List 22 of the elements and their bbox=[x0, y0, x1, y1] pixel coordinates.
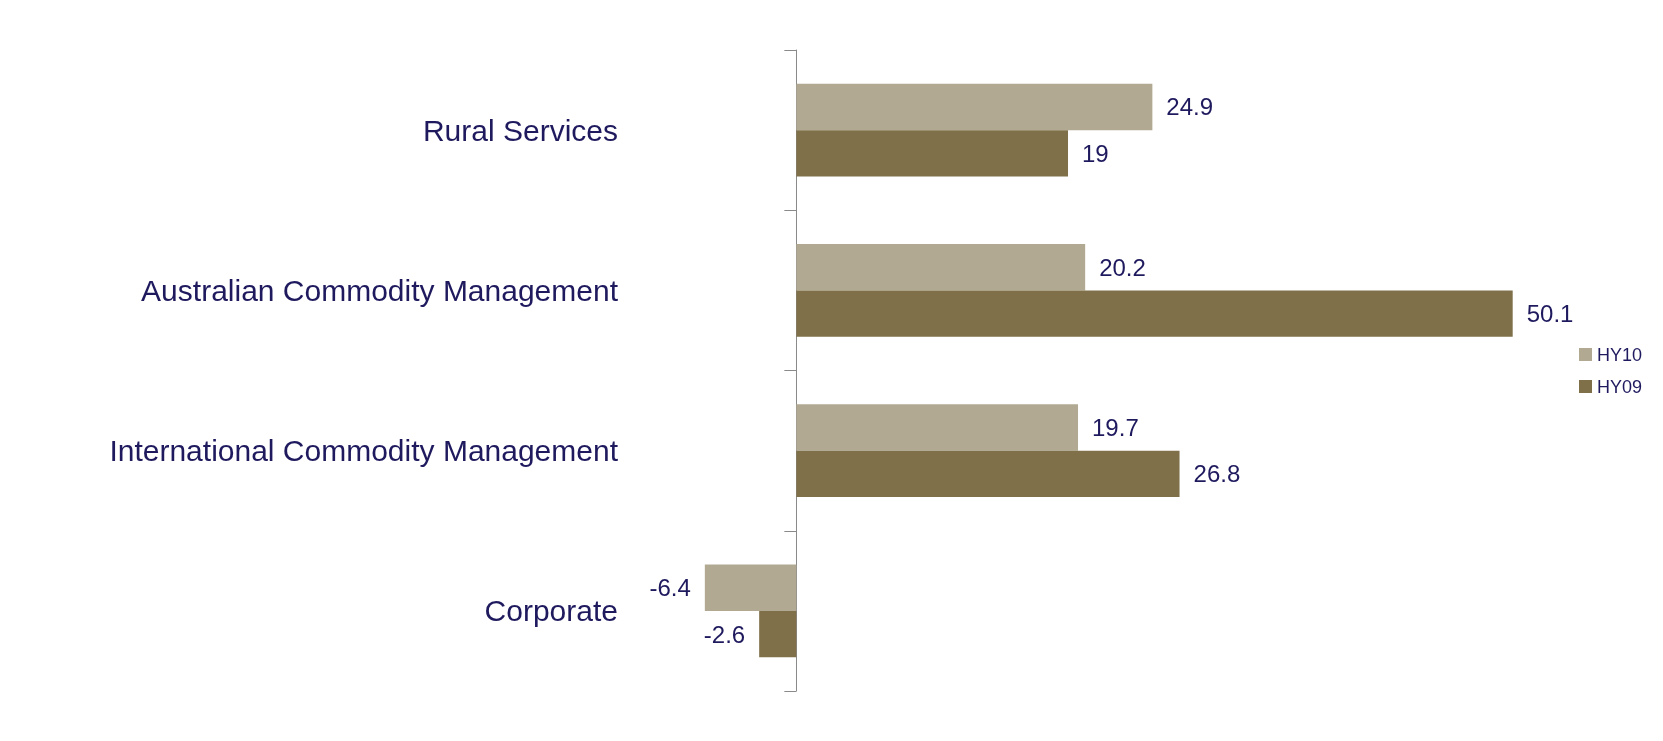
bar bbox=[796, 83, 1153, 131]
data-label: 24.9 bbox=[1166, 93, 1214, 121]
bar bbox=[796, 243, 1086, 291]
legend-label: HY10 bbox=[1596, 344, 1642, 365]
y-tick-label: International Commodity Management bbox=[109, 434, 619, 468]
data-label: 50.1 bbox=[1526, 300, 1574, 328]
bar bbox=[796, 450, 1180, 498]
bar bbox=[704, 564, 797, 611]
y-tick-label: Rural Services bbox=[422, 113, 618, 147]
data-label: -6.4 bbox=[649, 574, 691, 602]
data-label: 20.2 bbox=[1099, 253, 1146, 281]
bar bbox=[796, 130, 1069, 177]
data-label: 26.8 bbox=[1193, 460, 1241, 488]
bar bbox=[796, 404, 1079, 451]
data-label: 19.7 bbox=[1092, 413, 1139, 441]
data-label: 19 bbox=[1082, 139, 1109, 167]
data-label: -2.6 bbox=[703, 620, 746, 648]
y-tick-label: Corporate bbox=[484, 594, 618, 628]
legend-label: HY09 bbox=[1596, 376, 1642, 397]
bar bbox=[759, 610, 797, 658]
bar bbox=[796, 290, 1513, 337]
y-tick-label: Australian Commodity Management bbox=[141, 273, 619, 307]
